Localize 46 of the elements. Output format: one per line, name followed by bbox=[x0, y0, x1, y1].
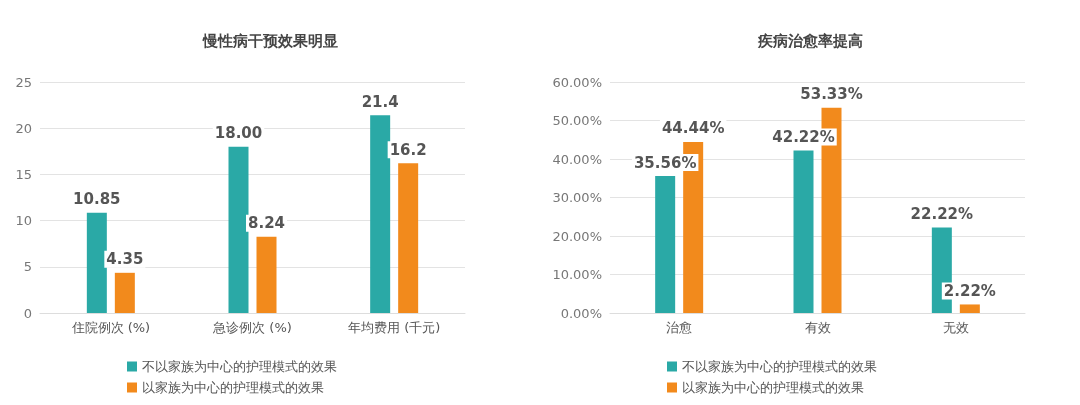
data-label: 8.24 bbox=[247, 214, 286, 233]
y-tick-label: 25 bbox=[15, 74, 32, 90]
x-tick-label: 有效 bbox=[804, 320, 831, 335]
data-label: 35.56% bbox=[633, 153, 697, 172]
legend-label: 以家族为中心的护理模式的效果 bbox=[142, 380, 324, 395]
y-tick-label: 50.00% bbox=[552, 113, 602, 128]
data-label: 10.85 bbox=[73, 190, 121, 209]
bar bbox=[370, 115, 391, 313]
chart-title: 慢性病干预效果明显 bbox=[201, 31, 338, 50]
bar bbox=[256, 236, 277, 313]
y-tick-label: 5 bbox=[23, 259, 32, 275]
y-tick-label: 60.00% bbox=[552, 74, 602, 90]
y-tick-label: 20.00% bbox=[552, 228, 602, 244]
y-tick-label: 0 bbox=[23, 305, 32, 321]
data-label: 44.44% bbox=[661, 119, 725, 138]
y-tick-label: 20 bbox=[15, 120, 32, 136]
legend-label: 以家族为中心的护理模式的效果 bbox=[682, 380, 864, 395]
data-label: 53.33% bbox=[800, 85, 863, 104]
x-tick-label: 年均费用 (千元) bbox=[348, 320, 441, 335]
bar bbox=[959, 304, 980, 313]
x-tick-label: 急诊例次 (%) bbox=[212, 320, 292, 335]
y-tick-label: 30.00% bbox=[552, 190, 602, 205]
x-tick-label: 住院例次 (%) bbox=[70, 320, 151, 335]
bar bbox=[86, 212, 107, 313]
bar bbox=[114, 272, 135, 313]
data-label: 2.22% bbox=[943, 281, 996, 300]
bar bbox=[228, 146, 249, 313]
data-label: 18.00 bbox=[214, 124, 263, 143]
data-label: 16.2 bbox=[389, 140, 427, 159]
legend-label: 不以家族为中心的护理模式的效果 bbox=[682, 359, 877, 374]
bar bbox=[793, 150, 814, 313]
y-tick-label: 10 bbox=[15, 213, 32, 229]
x-tick-label: 无效 bbox=[942, 320, 969, 335]
y-tick-label: 15 bbox=[15, 166, 32, 182]
data-label: 42.22% bbox=[772, 127, 835, 146]
data-label: 22.22% bbox=[910, 204, 974, 223]
chart-title: 疾病治愈率提高 bbox=[756, 31, 863, 50]
bar bbox=[655, 176, 676, 313]
legend-label: 不以家族为中心的护理模式的效果 bbox=[142, 359, 337, 374]
data-label: 4.35 bbox=[106, 250, 144, 269]
x-tick-label: 治愈 bbox=[666, 320, 693, 335]
y-tick-label: 10.00% bbox=[552, 267, 602, 282]
bar bbox=[398, 163, 419, 313]
y-tick-label: 40.00% bbox=[552, 151, 602, 167]
y-tick-label: 0.00% bbox=[560, 305, 602, 321]
data-label: 21.4 bbox=[361, 92, 399, 111]
